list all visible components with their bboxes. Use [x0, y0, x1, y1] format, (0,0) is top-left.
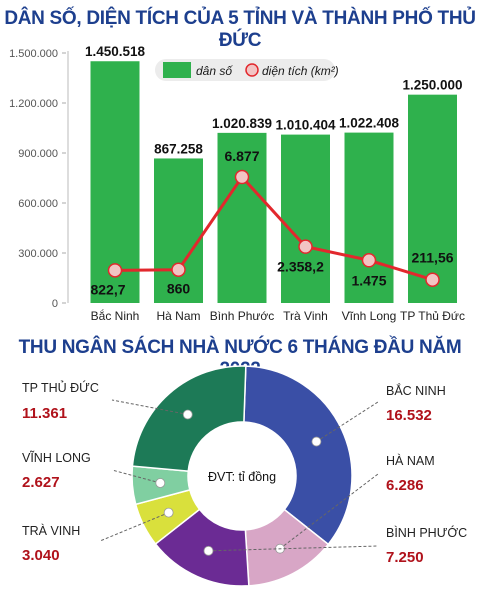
donut-label-name: TRÀ VINH [22, 523, 80, 538]
bar-value-label: 1.010.404 [275, 118, 336, 133]
y-tick-label: 900.000 [18, 148, 58, 160]
donut-leader-line [111, 469, 161, 484]
area-value-label: 1.475 [351, 272, 386, 288]
donut-slice-dot [182, 409, 193, 420]
legend-background [155, 59, 335, 81]
chart-legend: dân số diện tích (km²) [155, 59, 339, 81]
donut-label-value: 2.627 [22, 474, 60, 491]
donut-slice-dot [163, 507, 174, 518]
donut-label-value: 7.250 [386, 549, 424, 566]
line-point-dien-tich [298, 239, 313, 254]
x-tick-label: Bình Phước [210, 309, 275, 323]
donut-label-name: BẮC NINH [386, 383, 446, 398]
donut-slice-dot [311, 436, 322, 447]
bar-value-label: 1.020.839 [212, 116, 272, 131]
area-value-label: 6.877 [224, 148, 259, 164]
donut-unit-label: ĐVT: tỉ đồng [208, 470, 276, 484]
area-value-label: 822,7 [90, 281, 125, 297]
legend-marker-dien-tich [245, 63, 259, 77]
bar-dan-so [281, 134, 330, 303]
bar-value-label: 867.258 [154, 141, 203, 156]
donut-slice-dot [203, 545, 214, 556]
legend-label-dan-so: dân số [196, 64, 233, 78]
area-value-label: 2.358,2 [277, 259, 324, 275]
x-tick-label: Trà Vinh [283, 309, 328, 323]
donut-label-name: HÀ NAM [386, 453, 435, 468]
x-tick-label: Hà Nam [156, 309, 200, 323]
bar-dan-so [154, 158, 203, 303]
chart-title-population-area: DÂN SỐ, DIỆN TÍCH CỦA 5 TỈNH VÀ THÀNH PH… [4, 8, 476, 51]
x-tick-label: Bắc Ninh [91, 308, 140, 323]
bar-value-label: 1.022.408 [339, 116, 400, 131]
donut-slice [134, 488, 201, 546]
legend-swatch-dan-so [163, 62, 191, 78]
y-tick-label: 300.000 [18, 248, 58, 260]
donut-slice [243, 365, 353, 546]
line-point-dien-tich [234, 169, 250, 185]
donut-slice [154, 508, 250, 587]
line-point-dien-tich [171, 262, 186, 277]
y-tick-label: 600.000 [18, 198, 58, 210]
donut-leader-line [111, 399, 188, 416]
donut-label-name: BÌNH PHƯỚC [386, 525, 467, 540]
line-point-dien-tich [361, 253, 377, 268]
bar-dan-so [217, 132, 267, 303]
donut-leader-line [99, 512, 169, 542]
y-tick-label: 0 [52, 298, 58, 310]
line-point-dien-tich [425, 272, 440, 287]
donut-slice [131, 465, 191, 506]
donut-leader-line [208, 545, 379, 552]
bar-value-label: 1.250.000 [402, 78, 462, 93]
population-area-chart: 0 300.000 600.000 900.000 1.200.000 1.500.000… [9, 44, 465, 323]
bar-value-label: 1.450.518 [85, 44, 146, 59]
donut-slice [131, 365, 247, 472]
donut-label-name: TP THỦ ĐỨC [22, 380, 99, 395]
donut-leader-line [279, 473, 379, 550]
donut-slice [244, 508, 330, 587]
donut-slice-dot [155, 478, 166, 488]
donut-label-value: 11.361 [22, 405, 67, 422]
x-tick-label: Vĩnh Long [342, 309, 397, 323]
bar-dan-so [344, 132, 394, 303]
x-tick-label: TP Thủ Đức [400, 309, 465, 323]
area-value-label: 211,56 [411, 250, 453, 266]
donut-slice-dot [275, 543, 285, 554]
bar-dan-so [90, 61, 140, 303]
y-tick-label: 1.500.000 [9, 48, 58, 60]
line-dien-tich [114, 175, 433, 282]
y-tick-label: 1.200.000 [9, 98, 58, 110]
donut-label-value: 3.040 [22, 547, 60, 564]
donut-label-name: VĨNH LONG [22, 451, 91, 465]
donut-label-value: 6.286 [386, 477, 424, 494]
donut-leader-line [316, 401, 379, 443]
line-point-dien-tich [107, 263, 123, 278]
donut-label-value: 16.532 [386, 407, 432, 424]
legend-label-dien-tich: diện tích (km²) [262, 64, 339, 78]
area-value-label: 860 [167, 281, 191, 297]
chart-title-budget-revenue: THU NGÂN SÁCH NHÀ NƯỚC 6 THÁNG ĐẦU NĂM 2… [18, 337, 462, 380]
bar-dan-so [408, 94, 457, 304]
